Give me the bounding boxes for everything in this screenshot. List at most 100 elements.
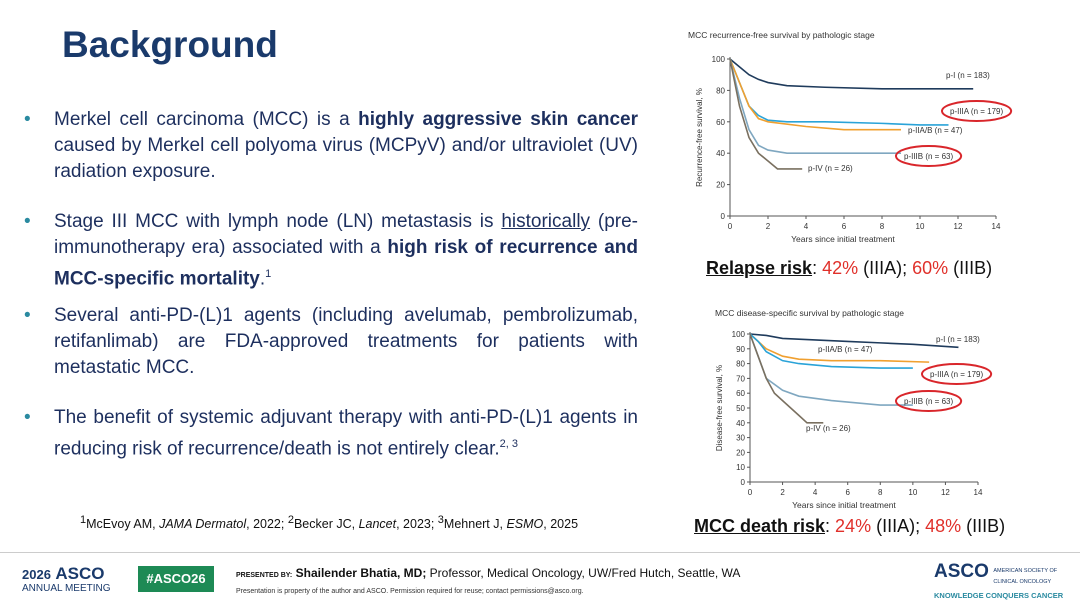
x-tick-label: 14 (992, 222, 1001, 231)
chart-caption: MCC death risk: 24% (IIIA); 48% (IIIB) (694, 516, 1005, 537)
chart-title: MCC disease-specific survival by patholo… (715, 308, 904, 318)
y-tick-label: 60 (716, 118, 725, 127)
text-run: : (812, 258, 823, 278)
text-run: caused by Merkel cell polyoma virus (MCP… (54, 135, 638, 182)
series-label: p-IV (n = 26) (808, 164, 853, 173)
text-run: : (825, 516, 836, 536)
meeting-year: 2026 (22, 567, 51, 582)
bullet: Merkel cell carcinoma (MCC) is a highly … (54, 107, 638, 185)
text-run: , 2023; (396, 517, 438, 532)
text-run: 2, 3 (499, 438, 519, 450)
text-run: highly aggressive skin cancer (358, 109, 638, 130)
survival-curve (749, 333, 913, 369)
references: 1McEvoy AM, JAMA Dermatol, 2022; 2Becker… (80, 514, 578, 531)
chart-caption: Relapse risk: 42% (IIIA); 60% (IIIB) (706, 258, 992, 279)
y-tick-label: 70 (736, 374, 745, 383)
y-axis-label: Recurrence-free survival, % (695, 88, 704, 187)
text-run: , 2022; (246, 517, 288, 532)
highlight-ring (895, 145, 963, 167)
x-tick-label: 2 (780, 488, 785, 497)
bullet-marker: • (24, 211, 31, 232)
x-tick-label: 6 (842, 222, 847, 231)
x-tick-label: 14 (974, 488, 983, 497)
y-tick-label: 0 (721, 212, 726, 221)
series-label: p-IV (n = 26) (806, 424, 851, 433)
org-name: AMERICAN SOCIETY OF CLINICAL ONCOLOGY (993, 568, 1058, 585)
x-tick-label: 0 (748, 488, 753, 497)
series-label: p-IIIB (n = 63) (904, 397, 953, 406)
x-tick-label: 4 (813, 488, 818, 497)
highlight-ring (921, 363, 993, 385)
text-run: MCC death risk (694, 516, 826, 536)
y-tick-label: 40 (736, 419, 745, 428)
highlight-ring (895, 390, 963, 412)
y-axis-label: Disease-free survival, % (715, 365, 724, 451)
affiliation: Professor, Medical Oncology, UW/Fred Hut… (426, 566, 741, 580)
text-run: 24% (835, 516, 872, 536)
text-run: 1 (265, 268, 272, 280)
text-run: Relapse risk (706, 258, 813, 278)
series-label: p-IIIB (n = 63) (904, 152, 953, 161)
text-run: 1 (80, 514, 87, 526)
presenter: Shailender Bhatia, MD; (295, 566, 427, 580)
y-tick-label: 80 (716, 86, 725, 95)
notice: Presentation is property of the author a… (236, 588, 584, 595)
text-run: McEvoy AM, (86, 517, 160, 532)
org-logo: ASCO AMERICAN SOCIETY OF CLINICAL ONCOLO… (934, 562, 1063, 601)
text-run: (IIIA); (871, 516, 926, 536)
text-run: Stage III MCC with lymph node (LN) metas… (54, 211, 502, 232)
y-tick-label: 20 (716, 181, 725, 190)
x-tick-label: 6 (845, 488, 850, 497)
x-tick-label: 8 (880, 222, 885, 231)
text-run: 42% (822, 258, 859, 278)
text-run: 48% (925, 516, 962, 536)
y-tick-label: 60 (736, 389, 745, 398)
survival-curve (729, 58, 974, 90)
text-run: (IIIA); (858, 258, 913, 278)
y-tick-label: 50 (736, 404, 745, 413)
bullet: Several anti-PD-(L)1 agents (including a… (54, 303, 638, 381)
y-tick-label: 0 (741, 478, 746, 487)
y-tick-label: 30 (736, 434, 745, 443)
x-tick-label: 10 (916, 222, 925, 231)
highlight-ring (941, 100, 1013, 122)
text-run: (IIIB) (948, 258, 993, 278)
series-label: p-IIIA (n = 179) (930, 370, 983, 379)
y-tick-label: 100 (732, 330, 746, 339)
x-tick-label: 12 (954, 222, 963, 231)
series-label: p-IIA/B (n = 47) (908, 126, 963, 135)
meeting-brand: ASCO (55, 564, 105, 583)
x-tick-label: 10 (908, 488, 917, 497)
text-run: high risk of recurrence and MCC-specific… (54, 237, 638, 290)
text-run: Merkel cell carcinoma (MCC) is a (54, 109, 359, 130)
hashtag: #ASCO26 (138, 566, 214, 592)
text-run: 3 (437, 514, 444, 526)
y-tick-label: 20 (736, 448, 745, 457)
bullet: Stage III MCC with lymph node (LN) metas… (54, 209, 638, 292)
survival-curve (729, 58, 901, 154)
meeting-name: ANNUAL MEETING (22, 583, 111, 594)
survival-curve (729, 58, 949, 126)
presented-by: PRESENTED BY: (236, 572, 293, 579)
text-run: 60% (912, 258, 949, 278)
text-run: (pre-immunotherapy era) associated with … (54, 211, 638, 258)
y-tick-label: 90 (736, 345, 745, 354)
survival-curve (749, 333, 959, 349)
text-run: Mehnert J, (443, 517, 507, 532)
x-tick-label: 8 (878, 488, 883, 497)
chart-title: MCC recurrence-free survival by patholog… (688, 30, 875, 40)
x-tick-label: 2 (766, 222, 771, 231)
text-run: Lancet (358, 517, 397, 532)
x-tick-label: 12 (941, 488, 950, 497)
text-run: 2 (287, 514, 294, 526)
text-run: . (259, 268, 266, 290)
meeting-logo: 2026 ASCO ANNUAL MEETING (22, 565, 111, 595)
text-run: The benefit of systemic adjuvant therapy… (54, 407, 638, 460)
series-label: p-I (n = 183) (946, 71, 990, 80)
bullet-marker: • (24, 109, 31, 130)
x-tick-label: 0 (728, 222, 733, 231)
y-tick-label: 10 (736, 463, 745, 472)
y-tick-label: 40 (716, 149, 725, 158)
